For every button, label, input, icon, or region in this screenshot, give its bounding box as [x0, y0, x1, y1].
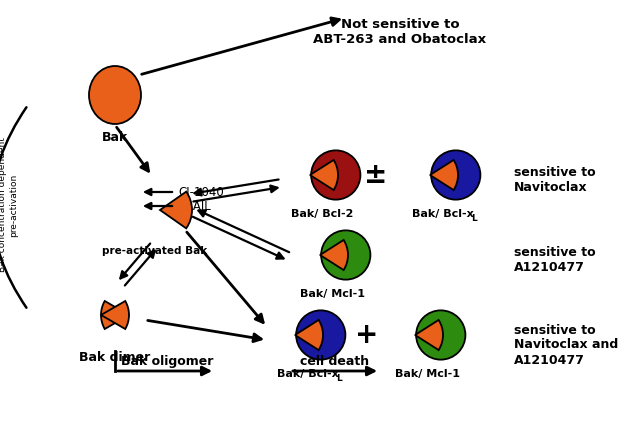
Text: sensitive to
A1210477: sensitive to A1210477 [514, 246, 596, 274]
Text: Bak/ Mcl-1: Bak/ Mcl-1 [395, 369, 460, 379]
Ellipse shape [89, 66, 141, 124]
Text: sensitive to
Navitoclax and
A1210477: sensitive to Navitoclax and A1210477 [514, 324, 618, 366]
Circle shape [311, 150, 361, 200]
Wedge shape [430, 160, 458, 190]
Wedge shape [101, 301, 129, 329]
Text: TRAIL: TRAIL [178, 200, 211, 213]
Text: Bak concentration dependent
pre-activation: Bak concentration dependent pre-activati… [0, 137, 17, 273]
Text: L: L [336, 374, 341, 383]
Text: +: + [355, 321, 378, 349]
Text: Not sensitive to
ABT-263 and Obatoclax: Not sensitive to ABT-263 and Obatoclax [313, 18, 487, 46]
Text: Bak/ Mcl-1: Bak/ Mcl-1 [300, 289, 365, 299]
Text: L: L [470, 214, 477, 223]
Text: Bak: Bak [102, 131, 128, 144]
Text: CI-1040: CI-1040 [178, 185, 224, 198]
Wedge shape [160, 192, 192, 229]
Text: ±: ± [364, 161, 388, 189]
Wedge shape [295, 320, 323, 350]
Text: Bak dimer: Bak dimer [79, 351, 150, 364]
Circle shape [321, 230, 371, 280]
Text: Bak/ Bcl-2: Bak/ Bcl-2 [291, 209, 354, 219]
Circle shape [431, 150, 480, 200]
Circle shape [296, 310, 346, 359]
Text: Bak/ Bcl-x: Bak/ Bcl-x [412, 209, 474, 219]
Text: Bak/ Bcl-x: Bak/ Bcl-x [276, 369, 338, 379]
Text: Bak oligomer: Bak oligomer [121, 355, 213, 368]
Wedge shape [415, 320, 443, 350]
Wedge shape [310, 160, 338, 190]
Wedge shape [101, 301, 129, 329]
Wedge shape [320, 240, 348, 270]
Text: sensitive to
Navitoclax: sensitive to Navitoclax [514, 166, 596, 194]
Text: cell death: cell death [300, 355, 369, 368]
Circle shape [416, 310, 466, 359]
Text: pre-activated Bak: pre-activated Bak [102, 246, 208, 256]
